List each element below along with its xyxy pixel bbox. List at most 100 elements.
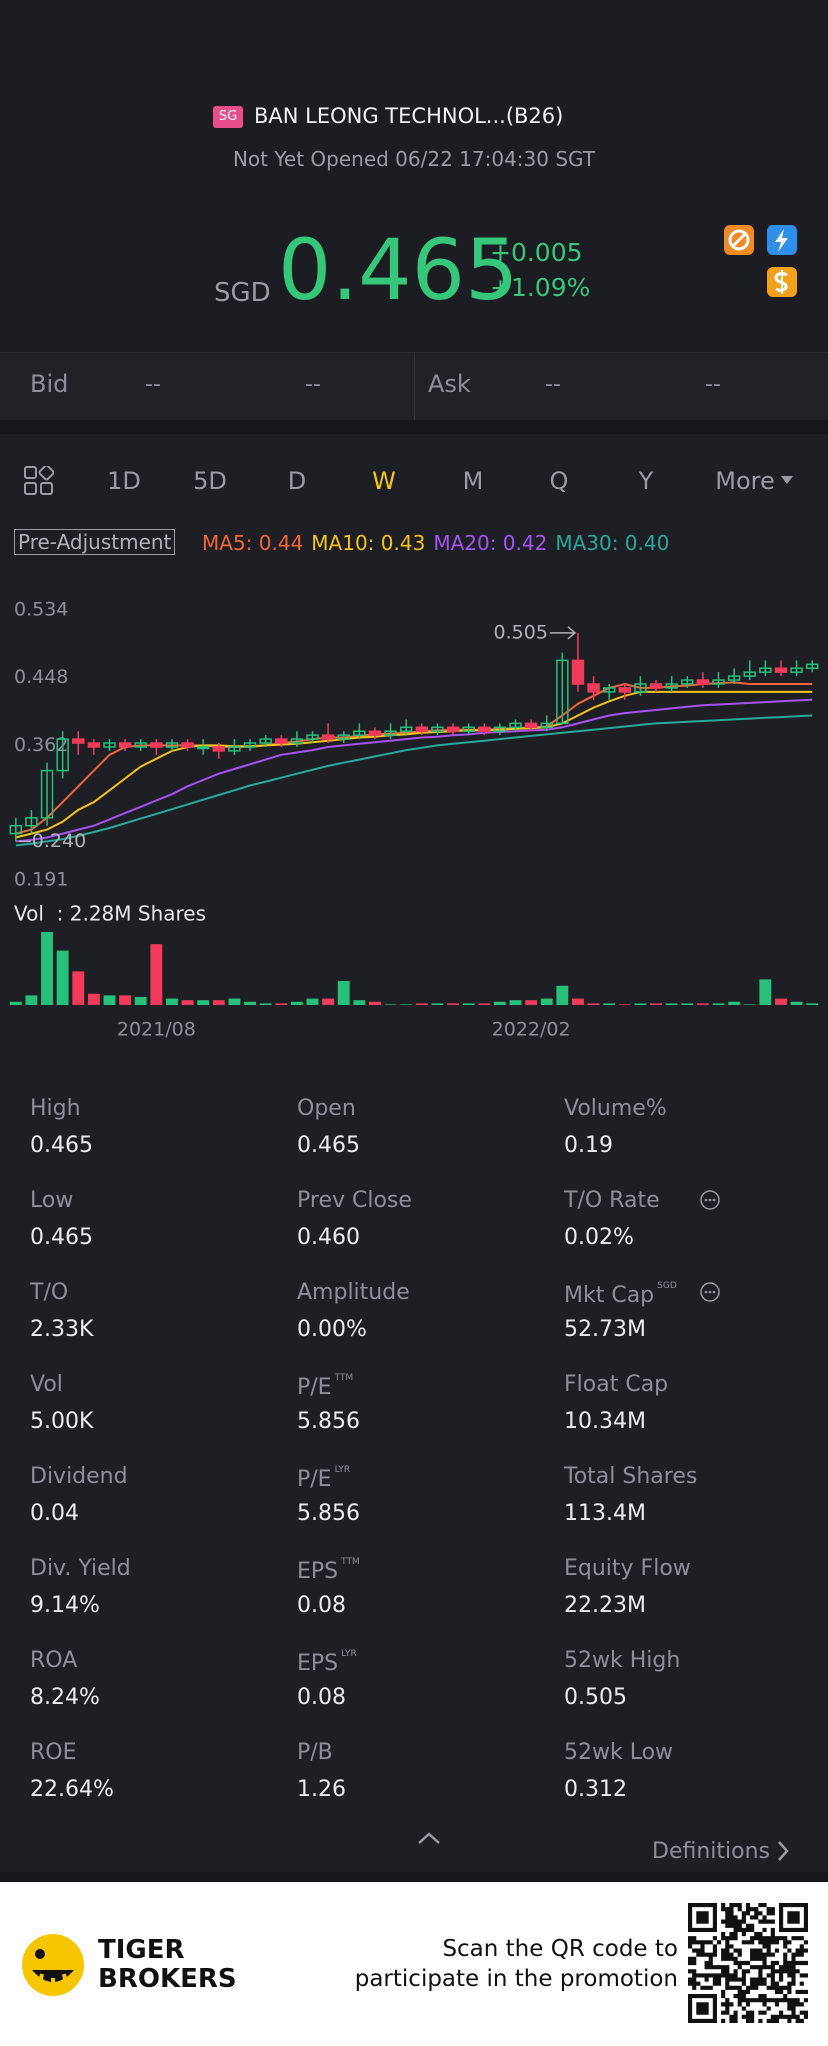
candle-body <box>212 746 226 752</box>
candle-body <box>72 738 85 744</box>
candle-body <box>87 742 101 748</box>
ask-label: Ask <box>428 370 471 398</box>
candle-body <box>478 726 491 732</box>
tab[interactable]: Q <box>549 467 569 495</box>
candle-body <box>493 726 507 732</box>
volume-bar <box>353 1000 366 1005</box>
info-icon[interactable] <box>699 1189 721 1211</box>
volume-bar <box>790 1001 803 1005</box>
qr-code <box>688 1903 808 2023</box>
stat-sup: SGD <box>657 1281 677 1291</box>
stat-label: High <box>30 1096 81 1121</box>
x-tick-label: 2021/08 <box>117 1019 196 1041</box>
volume-bar <box>806 1003 819 1005</box>
volume-bar <box>696 1003 709 1005</box>
legend-entry: MA5: 0.44 <box>202 531 304 555</box>
tab[interactable]: 1D <box>107 467 141 495</box>
stat-value: 0.00% <box>297 1317 367 1342</box>
price: 0.465 <box>278 221 519 319</box>
candle-body <box>727 675 741 681</box>
change-pct: +1.09% <box>490 273 591 302</box>
stock-name[interactable]: BAN LEONG TECHNOL...(B26) <box>254 104 564 128</box>
separator <box>0 420 828 434</box>
stat-label: Float Cap <box>564 1372 669 1397</box>
volume-bar <box>431 1003 444 1005</box>
candle-body <box>56 738 69 772</box>
collapse[interactable] <box>416 1830 442 1846</box>
stat-value: 0.02% <box>564 1225 634 1250</box>
stat-label: 52wk Low <box>564 1740 674 1765</box>
candle-body <box>759 667 772 673</box>
candle-body <box>196 746 210 750</box>
tab[interactable]: M <box>462 467 484 495</box>
currency: SGD <box>214 278 271 308</box>
y-tick-label: 0.534 <box>14 599 68 621</box>
adjustment-toggle[interactable]: Pre-Adjustment <box>14 529 176 555</box>
tab[interactable]: Y <box>638 467 654 495</box>
stat-value: 2.33K <box>30 1317 94 1342</box>
candle-body <box>321 734 335 740</box>
stat-sup: LYR <box>341 1649 357 1659</box>
annotation: 0.505 <box>494 621 548 643</box>
stat-value: 0.465 <box>297 1133 360 1158</box>
candle-body <box>306 734 319 740</box>
volume-bar <box>87 993 100 1005</box>
volume-bar <box>603 1003 616 1005</box>
candle-body <box>399 726 413 732</box>
separator <box>0 1872 828 1882</box>
volume-bar <box>493 1001 506 1005</box>
header-bg <box>0 0 828 352</box>
stat-sup: TTM <box>334 1373 354 1383</box>
ask-price: -- <box>545 372 561 397</box>
annotation: 0.240 <box>32 830 86 852</box>
stat-value: 10.34M <box>564 1409 646 1434</box>
stat-value: 0.19 <box>564 1133 613 1158</box>
tab[interactable]: D <box>287 467 307 495</box>
definitions-link[interactable]: Definitions <box>652 1839 770 1864</box>
volume-bar <box>712 1003 725 1005</box>
stat-value: 0.505 <box>564 1685 627 1710</box>
stat-value: 113.4M <box>564 1501 646 1526</box>
tab[interactable]: More <box>715 467 775 495</box>
x-tick-label: 2022/02 <box>492 1019 571 1041</box>
volume-bar <box>369 1001 381 1005</box>
y-tick-label: 0.362 <box>14 734 68 756</box>
volume-bar <box>728 1001 741 1005</box>
volume-bar <box>259 1003 272 1005</box>
volume-bar <box>400 1004 413 1005</box>
volume-bar <box>275 1003 288 1005</box>
volume-bar <box>150 944 163 1005</box>
candle-body <box>774 667 788 673</box>
volume-bar <box>462 1003 475 1005</box>
brand-bottom: BROKERS <box>98 1964 237 1994</box>
layout-icon[interactable] <box>24 466 54 496</box>
ask-size: -- <box>705 372 721 397</box>
candle-body <box>790 667 803 673</box>
volume-bar <box>572 998 584 1005</box>
candle-body <box>165 742 179 748</box>
stat-label: P/E TTM <box>297 1373 354 1400</box>
stat-label: Dividend <box>30 1464 128 1489</box>
tab[interactable]: 5D <box>193 467 227 495</box>
stat-label: T/O Rate <box>564 1188 660 1213</box>
candle-body <box>509 722 522 729</box>
ma-line <box>15 681 813 835</box>
tab[interactable]: W <box>372 467 396 495</box>
stat-label: Prev Close <box>297 1188 412 1213</box>
stat-label: P/E LYR <box>297 1465 351 1492</box>
stat-label: Equity Flow <box>564 1556 691 1581</box>
candle-body <box>275 738 288 744</box>
candle-body <box>290 738 304 744</box>
header-icons[interactable] <box>720 222 800 302</box>
candle-body <box>571 659 585 685</box>
info-icon[interactable] <box>699 1281 721 1303</box>
candle-body <box>696 679 710 685</box>
promo-line: participate in the promotion <box>354 1966 678 1992</box>
tiger-logo <box>22 1934 84 1996</box>
volume-bar <box>322 998 335 1005</box>
candle-body <box>25 817 38 827</box>
qr-modules <box>688 1903 808 2023</box>
bid-size: -- <box>305 372 321 397</box>
ma-line <box>15 698 813 843</box>
stat-value: 5.856 <box>297 1501 360 1526</box>
